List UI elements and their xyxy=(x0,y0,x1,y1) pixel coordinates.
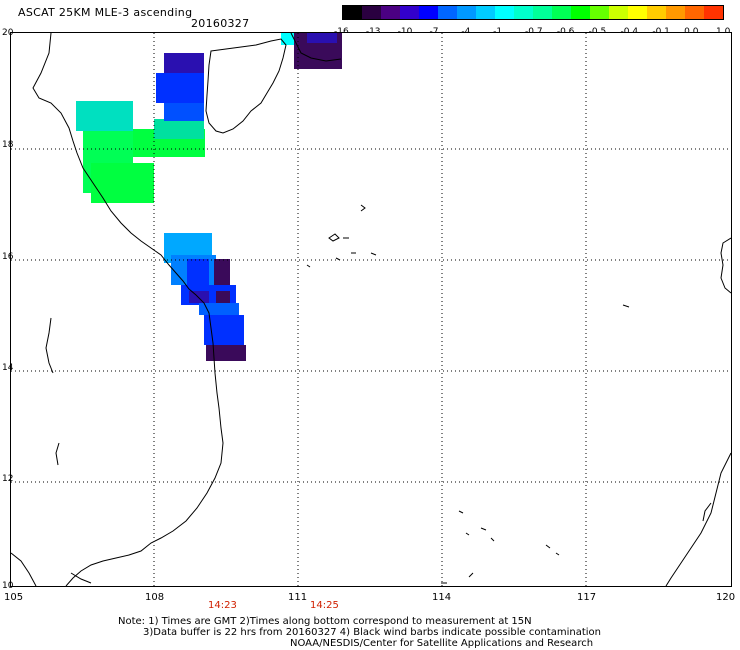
data-cell xyxy=(214,259,230,289)
lat-label: 10 xyxy=(2,581,14,591)
footer-credit: NOAA/NESDIS/Center for Satellite Applica… xyxy=(290,638,594,649)
map-canvas xyxy=(11,33,731,586)
colorbar-swatch xyxy=(362,6,381,19)
colorbar-swatch xyxy=(514,6,533,19)
lat-label: 18 xyxy=(2,140,14,150)
lon-label: 111 xyxy=(288,592,308,603)
colorbar-swatch xyxy=(628,6,647,19)
lon-label: 108 xyxy=(145,592,165,603)
swath-time: 14:23 xyxy=(208,600,237,611)
colorbar-swatch xyxy=(552,6,571,19)
coastline xyxy=(11,33,731,586)
data-cell xyxy=(154,119,204,139)
lon-label: 120 xyxy=(716,592,736,603)
colorbar-swatch xyxy=(419,6,438,19)
colorbar-swatch xyxy=(400,6,419,19)
colorbar-swatch xyxy=(457,6,476,19)
footer-note-line2: 3)Data buffer is 22 hrs from 20160327 4)… xyxy=(143,627,601,638)
data-cell xyxy=(216,291,230,303)
lon-label: 117 xyxy=(577,592,597,603)
swath-time: 14:25 xyxy=(310,600,339,611)
colorbar-swatch xyxy=(609,6,628,19)
data-cell xyxy=(164,103,204,121)
colorbar-swatch xyxy=(533,6,552,19)
colorbar-swatch xyxy=(571,6,590,19)
data-cell xyxy=(91,163,154,203)
data-cell xyxy=(156,73,204,103)
data-cell xyxy=(76,101,133,131)
map-title: ASCAT 25KM MLE-3 ascending xyxy=(18,6,193,19)
lat-label: 12 xyxy=(2,474,14,484)
data-cell xyxy=(307,33,337,43)
colorbar-swatch xyxy=(647,6,666,19)
colorbar-swatch xyxy=(476,6,495,19)
wind-data-cells xyxy=(76,33,342,361)
colorbar-swatch xyxy=(343,6,362,19)
colorbar xyxy=(342,5,724,20)
graticule xyxy=(11,33,731,586)
footer-note-line1: Note: 1) Times are GMT 2)Times along bot… xyxy=(118,616,532,627)
lon-label: 105 xyxy=(4,592,24,603)
map-panel xyxy=(10,32,732,587)
colorbar-swatch xyxy=(438,6,457,19)
data-cell xyxy=(189,291,209,303)
colorbar-swatch xyxy=(381,6,400,19)
colorbar-swatch xyxy=(495,6,514,19)
colorbar-swatch xyxy=(704,6,723,19)
colorbar-swatch xyxy=(685,6,704,19)
lat-label: 14 xyxy=(2,363,14,373)
colorbar-swatch xyxy=(590,6,609,19)
data-cell xyxy=(206,345,246,361)
data-cell xyxy=(164,53,204,73)
lon-label: 114 xyxy=(432,592,452,603)
data-cell xyxy=(187,259,209,293)
data-cell xyxy=(204,315,244,345)
map-date: 20160327 xyxy=(191,17,250,30)
lat-label: 20 xyxy=(2,28,14,38)
colorbar-swatch xyxy=(666,6,685,19)
lat-label: 16 xyxy=(2,252,14,262)
